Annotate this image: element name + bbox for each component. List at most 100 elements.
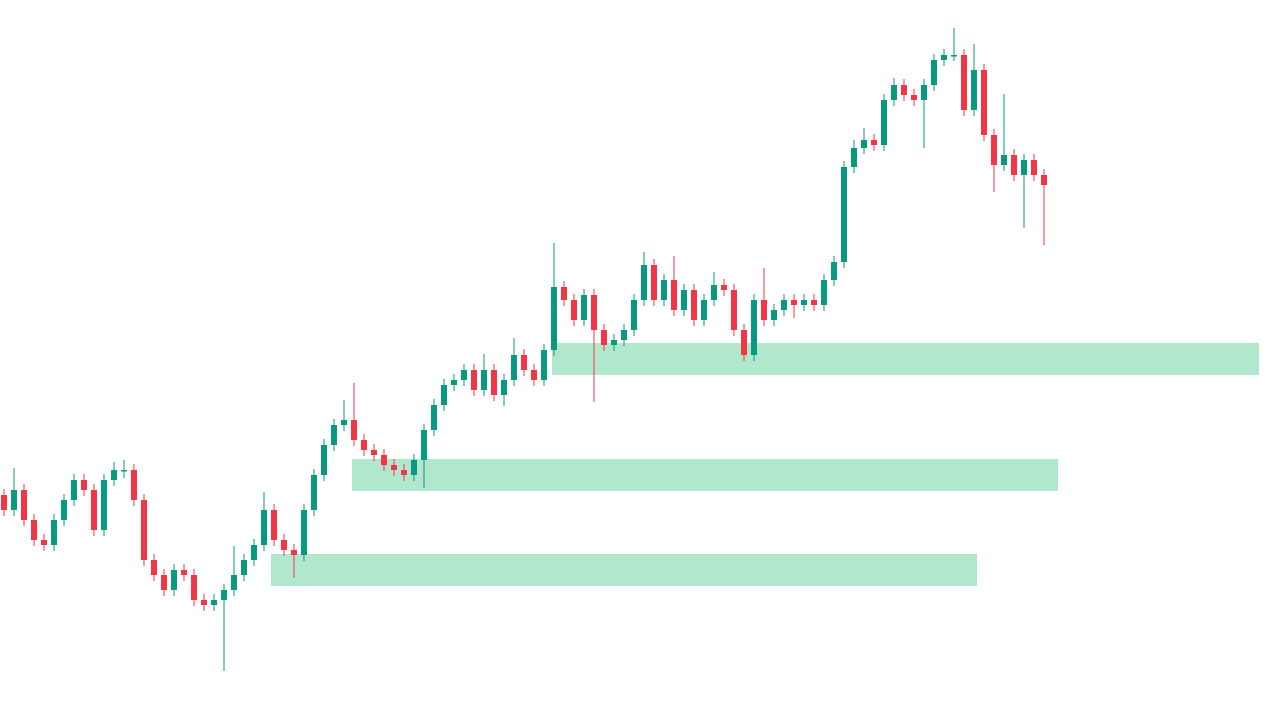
candle-body <box>641 265 647 300</box>
candle-body <box>801 300 807 305</box>
candle-body <box>881 100 887 145</box>
candle-body <box>161 575 167 590</box>
candle-body <box>911 95 917 100</box>
candle-body <box>731 290 737 330</box>
candle-body <box>701 300 707 320</box>
zone <box>552 343 1259 375</box>
candle-body <box>1021 160 1027 175</box>
candle-body <box>1011 155 1017 175</box>
candle-body <box>751 300 757 355</box>
candle-body <box>71 480 77 500</box>
candle-body <box>201 600 207 605</box>
candle-body <box>1031 160 1037 175</box>
candle-body <box>991 135 997 165</box>
candle-body <box>151 560 157 575</box>
candle-body <box>411 460 417 475</box>
candle-body <box>221 590 227 600</box>
candle-body <box>341 420 347 425</box>
candle-body <box>651 265 657 300</box>
candle-body <box>491 370 497 395</box>
candle-body <box>781 300 787 310</box>
candle-body <box>461 370 467 380</box>
candle-body <box>11 490 17 510</box>
candle-body <box>1 495 7 510</box>
candle-body <box>41 540 47 545</box>
candle-body <box>111 470 117 480</box>
candle-body <box>531 370 537 380</box>
candle-body <box>451 380 457 385</box>
candle-body <box>601 330 607 345</box>
candle-body <box>291 550 297 555</box>
candle-body <box>51 520 57 545</box>
candle-body <box>951 55 957 57</box>
candle-body <box>381 455 387 465</box>
candle-body <box>121 470 127 472</box>
candle-body <box>591 295 597 330</box>
candle-body <box>331 425 337 445</box>
candle-body <box>741 330 747 355</box>
candle-body <box>541 350 547 380</box>
candle-body <box>971 70 977 110</box>
candle-body <box>771 310 777 320</box>
candle-body <box>131 470 137 500</box>
candle-body <box>891 85 897 100</box>
candle-body <box>401 470 407 475</box>
candle-body <box>481 370 487 390</box>
candle-body <box>321 445 327 475</box>
candle-body <box>301 510 307 555</box>
candle-body <box>171 570 177 590</box>
candle-body <box>31 520 37 540</box>
candle-body <box>571 300 577 320</box>
candle-body <box>611 340 617 345</box>
candle-body <box>251 545 257 560</box>
candle-body <box>681 290 687 310</box>
candle-body <box>211 600 217 605</box>
candle-body <box>721 285 727 290</box>
candle-body <box>471 370 477 390</box>
candle-body <box>851 148 857 167</box>
candle-body <box>961 55 967 110</box>
candle-body <box>581 295 587 320</box>
zone <box>271 554 977 586</box>
candle-body <box>791 300 797 305</box>
zone <box>352 459 1058 491</box>
candle-body <box>241 560 247 575</box>
candle-body <box>181 570 187 575</box>
candle-body <box>871 140 877 145</box>
candle-body <box>361 440 367 450</box>
candle-body <box>351 420 357 440</box>
candle-body <box>101 480 107 530</box>
candle-body <box>711 285 717 300</box>
candle-body <box>841 167 847 262</box>
candle-body <box>921 85 927 100</box>
candle-body <box>271 510 277 540</box>
candle-body <box>821 280 827 305</box>
candle-body <box>81 480 87 490</box>
candle-body <box>61 500 67 520</box>
candle-body <box>861 140 867 148</box>
candle-body <box>931 60 937 85</box>
candle-body <box>521 355 527 370</box>
candle-body <box>91 490 97 530</box>
candle-body <box>901 85 907 95</box>
candle-body <box>761 300 767 320</box>
candle-body <box>1041 175 1047 185</box>
candle-body <box>551 287 557 350</box>
candle-body <box>941 55 947 60</box>
candle-body <box>1001 155 1007 165</box>
candle-body <box>671 280 677 310</box>
candle-body <box>621 330 627 340</box>
candle-body <box>511 355 517 380</box>
candle-body <box>391 465 397 470</box>
candle-body <box>281 540 287 550</box>
candle-body <box>431 405 437 430</box>
candle-body <box>811 300 817 305</box>
candle-body <box>661 280 667 300</box>
candle-body <box>191 575 197 600</box>
candle-body <box>691 290 697 320</box>
candle-body <box>831 262 837 280</box>
candle-body <box>311 475 317 510</box>
candle-body <box>21 490 27 520</box>
